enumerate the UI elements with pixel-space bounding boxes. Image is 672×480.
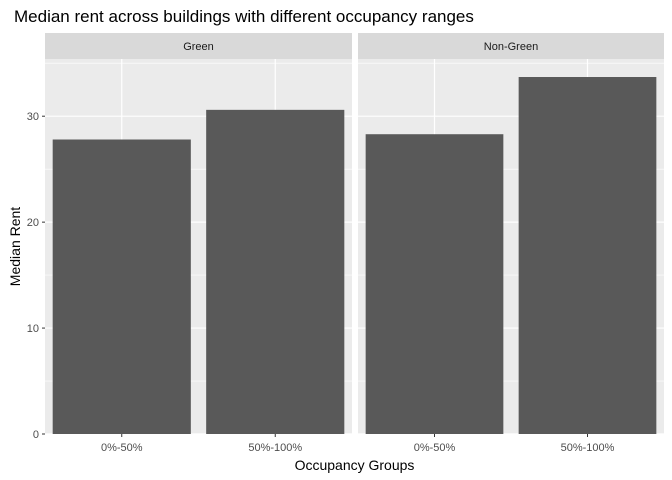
facet-strip-label: Green [183, 41, 214, 53]
y-tick-label: 20 [27, 217, 39, 229]
x-tick-label: 50%-100% [248, 442, 302, 454]
y-tick-label: 10 [27, 323, 39, 335]
bar [52, 139, 191, 434]
facet-strip [358, 33, 664, 59]
y-tick-label: 0 [33, 429, 39, 441]
y-tick-label: 30 [27, 111, 39, 123]
facet-green: Green 0%-50% 50%-100% [45, 33, 352, 454]
x-axis-label: Occupancy Groups [295, 457, 415, 473]
bar [365, 134, 504, 435]
y-axis-label: Median Rent [7, 207, 23, 286]
facet-strip-label: Non-Green [484, 41, 538, 53]
x-tick-label: 50%-100% [561, 442, 615, 454]
bar [518, 77, 657, 434]
chart-title: Median rent across buildings with differ… [14, 7, 474, 26]
x-tick-label: 0%-50% [101, 442, 143, 454]
x-tick-label: 0%-50% [414, 442, 456, 454]
bar [206, 109, 345, 434]
y-axis: 0 10 20 30 [27, 111, 45, 441]
facet-strip [45, 33, 352, 59]
facet-non-green: Non-Green 0%-50% 50%-100% [358, 33, 664, 454]
facet-panels: Green 0%-50% 50%-100% Non-Green 0%-50% 50%-10… [45, 33, 664, 454]
